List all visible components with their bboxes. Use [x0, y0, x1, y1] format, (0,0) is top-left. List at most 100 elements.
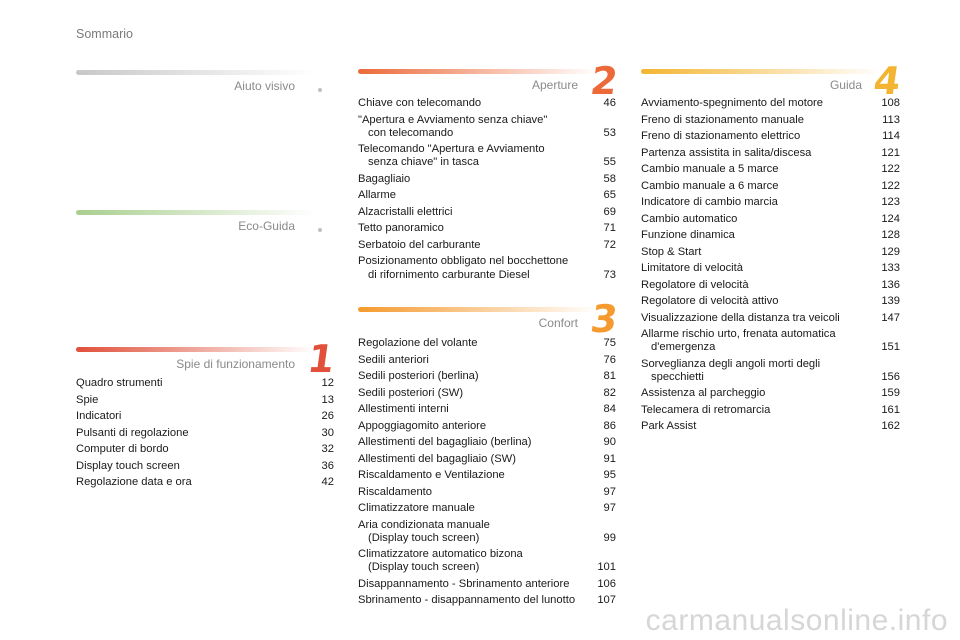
toc-entry[interactable]: Telecamera di retromarcia 161: [641, 404, 900, 417]
toc-entry-page: 72: [603, 238, 616, 251]
toc-entry-label: Limitatore di velocità: [641, 262, 743, 274]
toc-entry-label: Riscaldamento: [358, 485, 432, 498]
toc-entry[interactable]: Allarme rischio urto, frenata automatica…: [641, 328, 900, 354]
toc-entry[interactable]: Cambio automatico 124: [641, 213, 900, 226]
toc-entry[interactable]: Aria condizionata manuale (Display touch …: [358, 519, 616, 545]
toc-entry-page: 124: [881, 212, 900, 225]
toc-entry-label: Sedili anteriori: [358, 353, 429, 366]
toc-entry[interactable]: Stop & Start 129: [641, 246, 900, 259]
toc-entry[interactable]: Regolatore di velocità 136: [641, 279, 900, 292]
toc-entry-page: 97: [603, 502, 616, 514]
toc-entry-page: 147: [881, 311, 900, 324]
toc-entry-label: Park Assist: [641, 420, 697, 433]
toc-entry-page: 84: [603, 403, 616, 415]
toc-entry[interactable]: Riscaldamento 97: [358, 486, 616, 499]
toc-entry-page: 81: [603, 370, 616, 382]
toc-entry-label: Regolazione data e ora: [76, 476, 192, 488]
toc-entry[interactable]: Regolazione del volante 75: [358, 337, 616, 350]
toc-entry-page: 95: [603, 469, 616, 481]
toc-entry[interactable]: Assistenza al parcheggio 159: [641, 387, 900, 400]
toc-entry[interactable]: Visualizzazione della distanza tra veico…: [641, 312, 900, 325]
toc-entry[interactable]: Computer di bordo 32: [76, 443, 334, 456]
toc-entry[interactable]: Funzione dinamica 128: [641, 229, 900, 242]
toc-entry-label: Climatizzatore manuale: [358, 502, 475, 514]
toc-entry[interactable]: Allestimenti del bagagliaio (berlina) 90: [358, 436, 616, 449]
toc-entry[interactable]: Sedili posteriori (SW) 82: [358, 387, 616, 400]
toc-entry[interactable]: Climatizzatore automatico bizona (Display…: [358, 548, 616, 574]
toc-entry[interactable]: Climatizzatore manuale 97: [358, 502, 616, 515]
toc-entry[interactable]: Freno di stazionamento manuale 113: [641, 114, 900, 127]
toc-entry-page: 139: [881, 295, 900, 307]
bullet-dot: [318, 228, 322, 232]
toc-entry-label: Freno di stazionamento elettrico: [641, 130, 801, 142]
toc-entry-label: Telecomando "Apertura e Avviamento: [358, 143, 545, 156]
toc-entry[interactable]: Freno di stazionamento elettrico 114: [641, 130, 900, 143]
section-title: Guida: [829, 78, 862, 92]
toc-entry-label: Indicatori: [76, 410, 122, 422]
section-bar: [358, 307, 598, 312]
toc-entry-page: 90: [603, 436, 616, 448]
toc-entry[interactable]: Allarme 65: [358, 189, 616, 202]
toc-entry[interactable]: Regolazione data e ora 42: [76, 476, 334, 489]
toc-entry-label: Posizionamento obbligato nel bocchettone: [358, 255, 569, 268]
toc-entry-label: Allestimenti del bagagliaio (SW): [358, 452, 516, 465]
toc-entry[interactable]: Partenza assistita in salita/discesa 121: [641, 147, 900, 160]
toc-entry[interactable]: Spie 13: [76, 394, 334, 407]
toc-entry[interactable]: Tetto panoramico 71: [358, 222, 616, 235]
toc-entry-label: Sedili posteriori (SW): [358, 386, 464, 399]
toc-entry-label: Sedili posteriori (berlina): [358, 370, 479, 382]
toc-entry-label: Disappannamento - Sbrinamento anteriore: [358, 577, 570, 590]
toc-entry[interactable]: Indicatori 26: [76, 410, 334, 423]
toc-entry-label-continued: senza chiave" in tasca: [368, 156, 479, 169]
toc-entry[interactable]: Chiave con telecomando 46: [358, 97, 616, 110]
toc-entry-label: Stop & Start: [641, 245, 702, 258]
toc-entry[interactable]: Sbrinamento - disappannamento del lunott…: [358, 594, 616, 607]
toc-entry-page: 75: [603, 337, 616, 349]
toc-entry-page: 76: [603, 353, 616, 366]
toc-entry[interactable]: "Apertura e Avviamento senza chiave" con …: [358, 114, 616, 140]
toc-entry-page: 71: [603, 222, 616, 235]
toc-entry[interactable]: Riscaldamento e Ventilazione 95: [358, 469, 616, 482]
toc-entry-page: 107: [597, 594, 616, 607]
toc-entry[interactable]: Quadro strumenti 12: [76, 377, 334, 390]
bullet-dot: [318, 88, 322, 92]
toc-entry-label-continued: d'emergenza: [651, 341, 716, 354]
toc-entry[interactable]: Park Assist 162: [641, 420, 900, 433]
toc-entry-page: 73: [603, 268, 616, 281]
toc-entry[interactable]: Sedili posteriori (berlina) 81: [358, 370, 616, 383]
toc-entry[interactable]: Alzacristalli elettrici 69: [358, 206, 616, 219]
toc-entry[interactable]: Telecomando "Apertura e Avviamento senza …: [358, 143, 616, 169]
toc-entry[interactable]: Allestimenti del bagagliaio (SW) 91: [358, 453, 616, 466]
section-bar: [76, 70, 316, 75]
toc-entry[interactable]: Sorveglianza degli angoli morti degli spe…: [641, 358, 900, 384]
toc-entry[interactable]: Regolatore di velocità attivo 139: [641, 295, 900, 308]
toc-entry-label: Avviamento-spegnimento del motore: [641, 97, 823, 109]
toc-entry[interactable]: Sedili anteriori 76: [358, 354, 616, 367]
toc-entry[interactable]: Bagagliaio 58: [358, 173, 616, 186]
toc-entry[interactable]: Allestimenti interni 84: [358, 403, 616, 416]
toc-entry-page: 91: [603, 452, 616, 465]
toc-entry-label: Regolazione del volante: [358, 337, 478, 349]
section-bar: [641, 69, 881, 74]
toc-entry[interactable]: Pulsanti di regolazione 30: [76, 427, 334, 440]
toc-entry[interactable]: Appoggiagomito anteriore 86: [358, 420, 616, 433]
toc-entry-label: "Apertura e Avviamento senza chiave": [358, 113, 548, 126]
toc-entry-page: 99: [603, 531, 616, 544]
toc-entry[interactable]: Avviamento-spegnimento del motore 108: [641, 97, 900, 110]
toc-entry-page: 159: [881, 387, 900, 400]
section-number-badge: 4: [870, 59, 904, 103]
toc-entry-page: 46: [603, 97, 616, 109]
toc-entry-page: 122: [881, 163, 900, 175]
toc-entry[interactable]: Display touch screen 36: [76, 460, 334, 473]
toc-entry[interactable]: Disappannamento - Sbrinamento anteriore 1…: [358, 578, 616, 591]
toc-entry[interactable]: Cambio manuale a 6 marce 122: [641, 180, 900, 193]
section-title: Aperture: [531, 78, 578, 92]
toc-entry-label: Assistenza al parcheggio: [641, 387, 766, 400]
toc-entry-page: 65: [603, 189, 616, 202]
toc-entry-label: Funzione dinamica: [641, 229, 735, 241]
toc-entry[interactable]: Posizionamento obbligato nel bocchettone…: [358, 255, 616, 281]
toc-entry[interactable]: Indicatore di cambio marcia 123: [641, 196, 900, 209]
toc-entry[interactable]: Limitatore di velocità 133: [641, 262, 900, 275]
toc-entry[interactable]: Cambio manuale a 5 marce 122: [641, 163, 900, 176]
toc-entry[interactable]: Serbatoio del carburante 72: [358, 239, 616, 252]
